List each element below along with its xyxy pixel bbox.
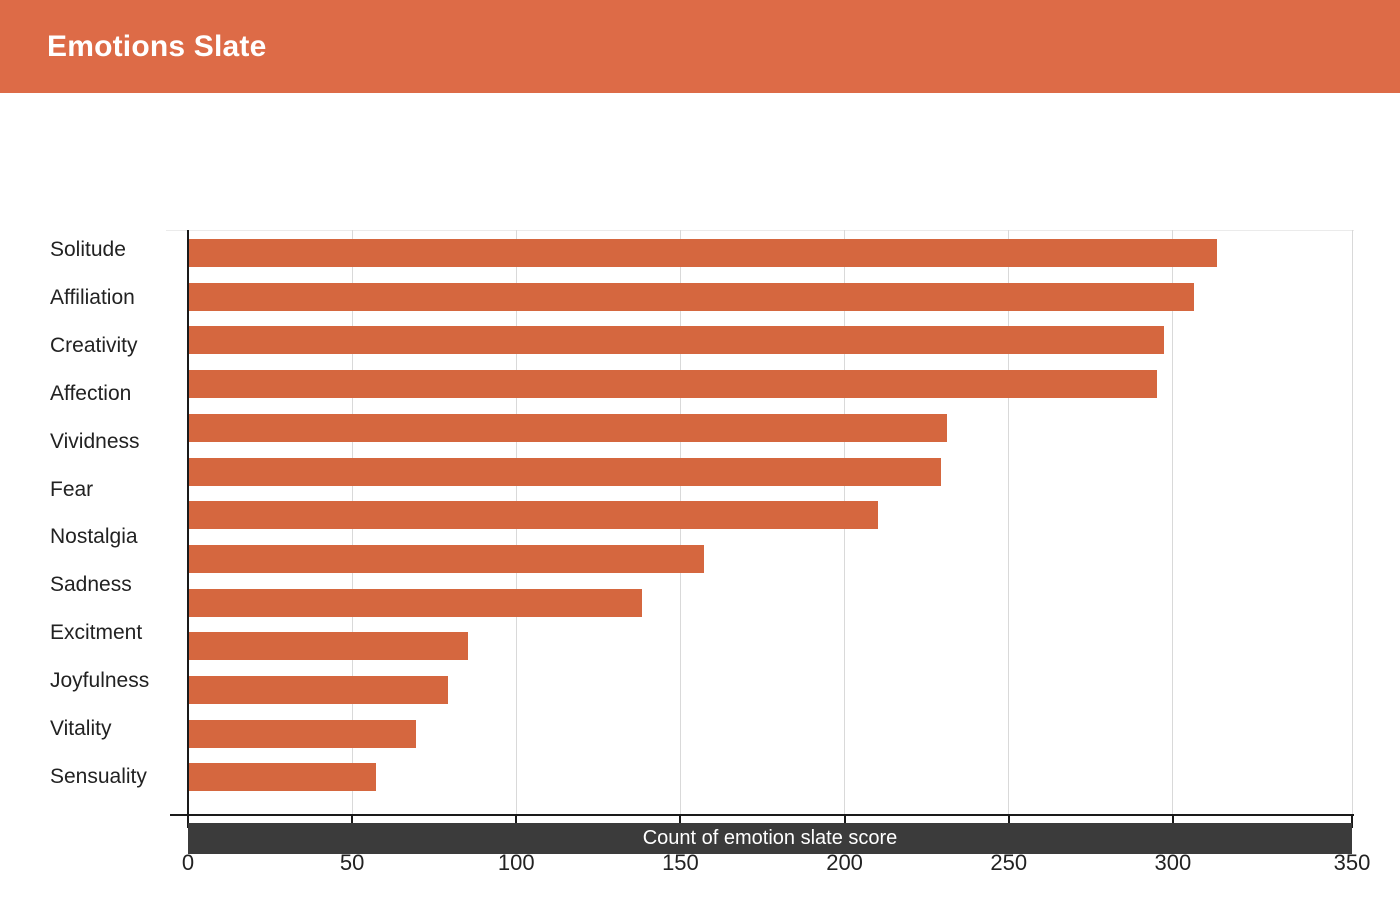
chart-bar-5 bbox=[189, 413, 947, 442]
plot-top-border bbox=[166, 230, 1354, 231]
category-label-affection: Affection bbox=[50, 381, 132, 405]
category-label-affiliation: Affiliation bbox=[50, 285, 135, 309]
chart-bar-11 bbox=[189, 676, 448, 704]
chart-bar-7 bbox=[189, 501, 878, 530]
x-tick-0 bbox=[187, 816, 189, 828]
x-axis-title-bar: Count of emotion slate score bbox=[188, 823, 1352, 854]
category-label-fear: Fear bbox=[50, 477, 94, 501]
bar-chart: 0 50 100 150 200 250 300 350 Solitude Affiliation… bbox=[0, 93, 1400, 875]
category-label-vividness: Vividness bbox=[50, 429, 140, 453]
chart-bar-13 bbox=[189, 763, 376, 792]
chart-bar-10 bbox=[189, 632, 468, 661]
x-tick-label-100: 100 bbox=[497, 850, 535, 875]
chart-bar-2 bbox=[189, 282, 1194, 311]
x-tick-250 bbox=[1007, 816, 1010, 828]
chart-bar-6 bbox=[189, 457, 941, 486]
category-label-solitude: Solitude bbox=[50, 238, 126, 261]
category-label-nostalgia: Nostalgia bbox=[50, 525, 138, 549]
page-title: Emotions Slate bbox=[47, 29, 267, 63]
x-tick-label-150: 150 bbox=[662, 850, 699, 875]
x-axis-title: Count of emotion slate score bbox=[642, 827, 898, 849]
x-tick-50 bbox=[351, 816, 354, 828]
x-tick-300 bbox=[1171, 816, 1174, 828]
x-tick-label-350: 350 bbox=[1333, 850, 1371, 875]
gridline-300 bbox=[1172, 230, 1174, 814]
x-tick-label-200: 200 bbox=[826, 850, 863, 875]
category-label-joyfulness: Joyfulness bbox=[50, 669, 150, 693]
x-tick-label-300: 300 bbox=[1154, 850, 1192, 875]
gridline-250 bbox=[1008, 230, 1010, 814]
chart-bar-12 bbox=[189, 719, 416, 748]
x-tick-150 bbox=[679, 816, 682, 828]
app-header: Emotions Slate bbox=[0, 0, 1400, 93]
category-label-sensuality: Sensuality bbox=[50, 764, 147, 788]
category-label-creativity: Creativity bbox=[50, 333, 138, 357]
chart-bar-9 bbox=[189, 588, 642, 617]
gridline-350 bbox=[1351, 230, 1353, 814]
x-tick-label-0: 0 bbox=[181, 850, 195, 875]
category-label-sadness: Sadness bbox=[50, 573, 132, 597]
y-axis-line bbox=[187, 230, 189, 816]
chart-bar-4 bbox=[189, 370, 1157, 399]
category-label-excitment: Excitment bbox=[50, 621, 143, 645]
x-axis-line bbox=[170, 814, 1354, 816]
category-label-vitality: Vitality bbox=[50, 717, 112, 740]
x-tick-label-50: 50 bbox=[339, 850, 365, 875]
chart-bar-3 bbox=[189, 326, 1164, 355]
x-tick-100 bbox=[515, 816, 518, 828]
chart-bar-1 bbox=[189, 239, 1217, 267]
x-tick-label-250: 250 bbox=[990, 850, 1028, 875]
x-tick-350 bbox=[1351, 816, 1353, 828]
chart-bar-8 bbox=[189, 544, 704, 573]
x-tick-200 bbox=[843, 816, 846, 828]
